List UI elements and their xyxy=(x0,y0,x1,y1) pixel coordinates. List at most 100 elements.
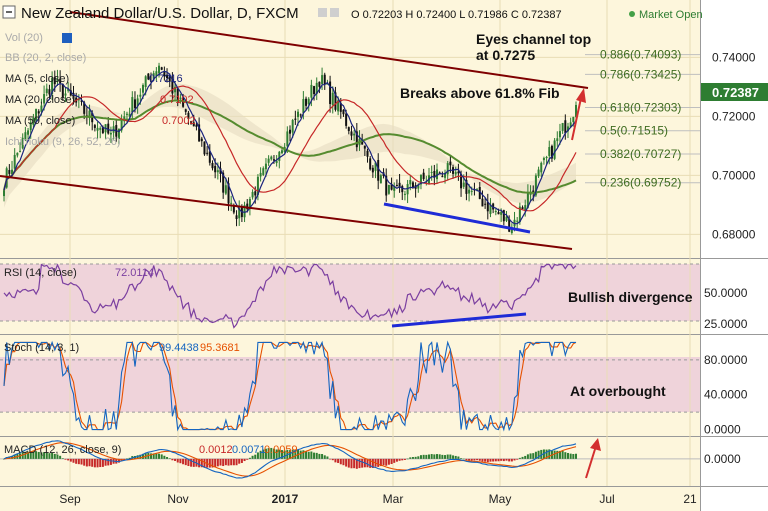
candle-body xyxy=(444,172,447,178)
candle-body xyxy=(297,111,300,118)
macd-hist-bar xyxy=(155,453,158,459)
stoch-label[interactable]: Stoch (14, 3, 1) xyxy=(4,342,79,354)
macd-hist-bar xyxy=(88,458,91,467)
candle-body xyxy=(152,73,155,79)
rsi-divergence-line xyxy=(391,312,527,328)
candle-body xyxy=(371,167,374,173)
legend-bb[interactable]: BB (20, 2, close) xyxy=(5,52,86,64)
candle-body xyxy=(294,118,297,120)
candle-body xyxy=(45,88,48,94)
macd-hist-bar xyxy=(264,448,267,459)
candle-body xyxy=(107,123,110,134)
candle-body xyxy=(29,122,32,131)
candle-body xyxy=(262,168,265,175)
macd-hist-bar xyxy=(259,450,262,459)
macd-hist-bar xyxy=(211,458,214,468)
time-label-5: Jul xyxy=(599,492,614,506)
settings-icon[interactable] xyxy=(330,8,339,17)
macd-hist-bar xyxy=(24,451,27,459)
price-tick-1: 0.72000 xyxy=(712,109,756,123)
macd-hist-bar xyxy=(473,458,476,461)
legend-vol-toggle-icon[interactable] xyxy=(62,33,72,43)
fib-label-0: 0.886(0.74093) xyxy=(600,48,681,62)
macd-hist-bar xyxy=(80,458,83,465)
legend-vol[interactable]: Vol (20) xyxy=(5,32,43,44)
macd-hist-bar xyxy=(529,453,532,459)
candle-body xyxy=(144,76,147,88)
candle-body xyxy=(401,186,404,193)
macd-hist-bar xyxy=(187,458,190,467)
candle-body xyxy=(550,145,553,159)
candle-body xyxy=(521,207,524,210)
candle-body xyxy=(176,88,179,100)
macd-hist-bar xyxy=(457,456,460,459)
macd-hist-bar xyxy=(537,450,540,459)
candle-body xyxy=(470,190,473,192)
candle-body xyxy=(125,113,128,115)
candle-body xyxy=(203,141,206,155)
candle-body xyxy=(72,93,75,99)
macd-hist-bar xyxy=(179,458,182,464)
time-label-6: 21 xyxy=(683,492,697,506)
macd-hist-bar xyxy=(462,458,465,460)
candle-body xyxy=(484,203,487,205)
macd-hist-bar xyxy=(575,453,577,459)
macd-hist-bar xyxy=(377,458,380,467)
support-line xyxy=(383,202,531,234)
candle-body xyxy=(545,156,548,158)
annotation-eyes-2: at 0.7275 xyxy=(476,47,535,63)
legend-ma5[interactable]: MA (5, close) xyxy=(5,73,69,85)
macd-hist-bar xyxy=(390,458,393,465)
candle-body xyxy=(438,172,441,174)
macd-hist-bar xyxy=(198,458,201,468)
candle-body xyxy=(272,159,275,161)
candle-body xyxy=(558,131,561,138)
macd-hist-bar xyxy=(347,458,350,468)
candle-body xyxy=(355,131,358,148)
candle-body xyxy=(128,113,131,117)
candle-body xyxy=(572,116,575,123)
macd-hist-bar xyxy=(272,448,275,459)
candle-body xyxy=(224,185,227,194)
macd-hist-bar xyxy=(470,458,473,461)
candle-body xyxy=(553,140,556,159)
candle-body xyxy=(187,112,190,120)
macd-hist-bar xyxy=(85,458,88,467)
candle-body xyxy=(238,207,241,219)
macd-hist-bar xyxy=(190,458,193,467)
rsi-label[interactable]: RSI (14, close) xyxy=(4,267,77,279)
legend-ma50[interactable]: MA (50, close) xyxy=(5,115,75,127)
legend-ma20[interactable]: MA (20, close) xyxy=(5,94,75,106)
candle-body xyxy=(13,154,16,169)
candle-body xyxy=(56,78,59,83)
macd-hist-bar xyxy=(334,458,337,463)
macd-hist-bar xyxy=(486,458,489,463)
candle-body xyxy=(270,156,273,160)
candle-body xyxy=(446,163,449,175)
candle-body xyxy=(505,216,508,221)
eye-icon[interactable] xyxy=(318,8,327,17)
macd-hist-bar xyxy=(56,454,59,459)
macd-hist-bar xyxy=(561,450,564,459)
macd-label[interactable]: MACD (12, 26, close, 9) xyxy=(4,444,121,456)
candle-body xyxy=(11,169,14,175)
fib-label-1: 0.786(0.73425) xyxy=(600,67,681,81)
macd-hist-bar xyxy=(270,447,273,459)
cloud-area xyxy=(4,83,576,208)
candle-body xyxy=(131,97,134,113)
candle-body xyxy=(433,170,436,178)
candle-body xyxy=(305,98,308,106)
time-label-4: May xyxy=(489,492,512,506)
grid xyxy=(0,0,700,486)
macd-hist-bar xyxy=(318,453,321,459)
candle-body xyxy=(83,102,86,114)
candle-body xyxy=(200,138,203,142)
candle-body xyxy=(387,184,390,194)
candle-body xyxy=(393,186,396,191)
candle-body xyxy=(21,137,24,149)
ma20-line xyxy=(3,85,577,212)
legend-ichimoku[interactable]: Ichimoku (9, 26, 52, 26) xyxy=(5,136,121,148)
stoch-tick-1: 40.0000 xyxy=(704,388,748,402)
macd-hist-bar xyxy=(361,458,364,468)
macd-hist-bar xyxy=(366,458,369,468)
